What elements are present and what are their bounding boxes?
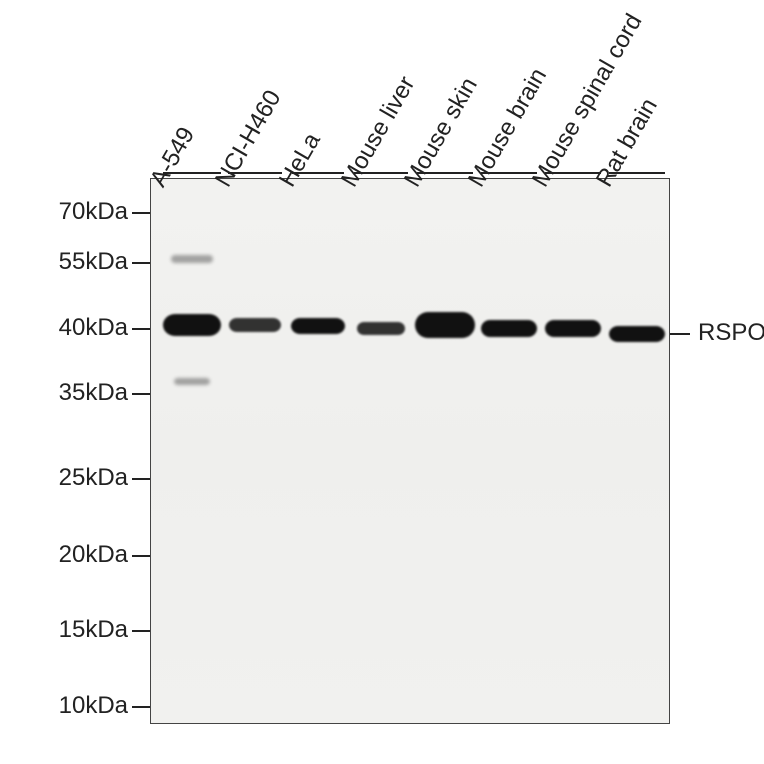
protein-label: RSPO3 <box>698 319 764 347</box>
mw-tick <box>132 478 150 480</box>
mw-tick <box>132 555 150 557</box>
band <box>174 378 210 385</box>
band <box>291 318 345 334</box>
mw-label: 15kDa <box>59 616 128 644</box>
mw-label: 25kDa <box>59 464 128 492</box>
mw-label: 35kDa <box>59 379 128 407</box>
mw-tick <box>132 262 150 264</box>
protein-tick <box>670 333 690 335</box>
mw-tick <box>132 706 150 708</box>
band <box>171 255 213 263</box>
band <box>357 322 405 335</box>
mw-tick <box>132 212 150 214</box>
mw-tick <box>132 328 150 330</box>
mw-label: 10kDa <box>59 692 128 720</box>
mw-label: 40kDa <box>59 314 128 342</box>
mw-label: 70kDa <box>59 198 128 226</box>
band <box>415 312 475 338</box>
mw-tick <box>132 630 150 632</box>
blot-border <box>150 178 670 724</box>
band <box>481 320 537 337</box>
mw-label: 20kDa <box>59 541 128 569</box>
band <box>163 314 221 336</box>
band <box>545 320 601 337</box>
band <box>229 318 281 332</box>
mw-label: 55kDa <box>59 248 128 276</box>
band <box>609 326 665 342</box>
mw-tick <box>132 393 150 395</box>
